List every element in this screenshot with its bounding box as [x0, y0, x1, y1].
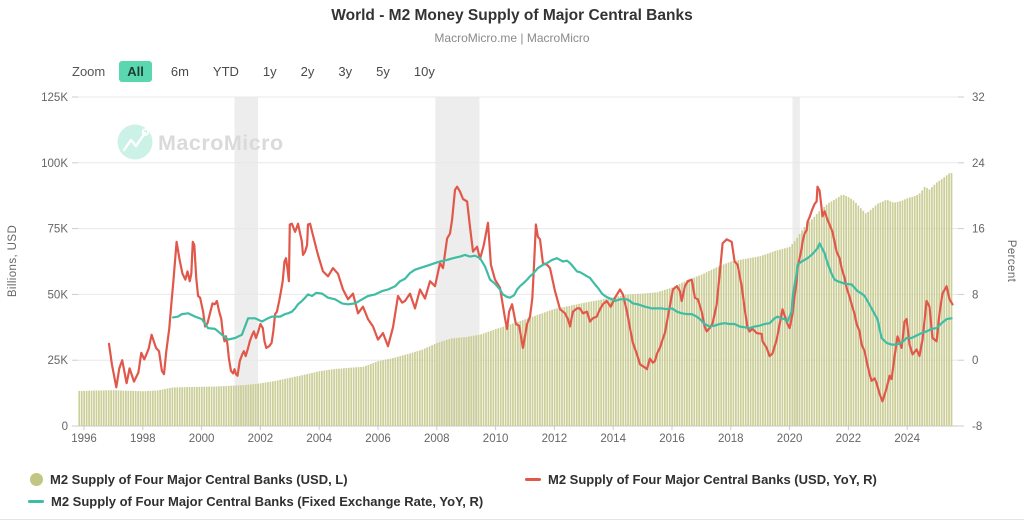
line-series-m2-usd-yoy — [107, 185, 954, 403]
svg-text:1998: 1998 — [130, 433, 156, 445]
svg-text:2012: 2012 — [542, 433, 568, 445]
svg-text:24: 24 — [972, 158, 985, 170]
svg-text:2008: 2008 — [424, 433, 450, 445]
teal-line-marker-icon — [28, 500, 44, 503]
svg-text:16: 16 — [972, 224, 985, 236]
range-button-2y[interactable]: 2y — [296, 62, 320, 81]
svg-text:125K: 125K — [41, 92, 68, 104]
svg-text:100K: 100K — [41, 158, 68, 170]
range-button-1y[interactable]: 1y — [258, 62, 282, 81]
svg-text:32: 32 — [972, 92, 985, 104]
svg-text:2002: 2002 — [248, 433, 274, 445]
svg-text:2014: 2014 — [600, 433, 626, 445]
red-line-marker-icon — [525, 478, 541, 481]
svg-text:-8: -8 — [972, 421, 982, 433]
axis-labels: 0 25K 50K 75K 100K 125K -8 0 8 16 24 32 1996 1998 2000… — [7, 92, 1017, 445]
svg-text:2016: 2016 — [659, 433, 685, 445]
line-series-m2-fixedfx-yoy — [172, 242, 953, 346]
svg-text:2020: 2020 — [777, 433, 803, 445]
watermark-text: MacroMicro — [158, 131, 284, 155]
page-title: World - M2 Money Supply of Major Central… — [331, 7, 693, 24]
legend-item-m2-usd-yoy[interactable]: M2 Supply of Four Major Central Banks (U… — [525, 472, 877, 487]
svg-text:2000: 2000 — [189, 433, 215, 445]
svg-text:0: 0 — [62, 421, 68, 433]
legend-label: M2 Supply of Four Major Central Banks (U… — [50, 472, 348, 487]
svg-text:8: 8 — [972, 289, 978, 301]
svg-text:2022: 2022 — [836, 433, 862, 445]
svg-text:1996: 1996 — [71, 433, 97, 445]
zoom-toolbar: Zoom All 6m YTD 1y 2y 3y 5y 10y — [72, 61, 440, 82]
right-axis-title: Percent — [1005, 240, 1017, 283]
chart-source-subtitle: MacroMicro.me | MacroMicro — [434, 31, 590, 45]
range-button-10y[interactable]: 10y — [409, 62, 440, 81]
svg-text:75K: 75K — [48, 224, 69, 236]
range-button-5y[interactable]: 5y — [371, 62, 395, 81]
legend-item-m2-usd-level[interactable]: M2 Supply of Four Major Central Banks (U… — [30, 472, 348, 487]
olive-circle-marker-icon — [30, 473, 43, 486]
svg-text:25K: 25K — [48, 355, 69, 367]
svg-text:50K: 50K — [48, 289, 69, 301]
left-axis-title: Billions, USD — [7, 225, 19, 297]
zoom-label: Zoom — [72, 64, 106, 79]
svg-text:2006: 2006 — [365, 433, 391, 445]
m2-chart-plot[interactable]: 0 25K 50K 75K 100K 125K -8 0 8 16 24 32 1996 1998 2000… — [0, 0, 1024, 460]
range-button-ytd[interactable]: YTD — [208, 62, 244, 81]
range-button-3y[interactable]: 3y — [333, 62, 357, 81]
legend-label: M2 Supply of Four Major Central Banks (U… — [548, 472, 877, 487]
svg-text:0: 0 — [972, 355, 978, 367]
range-button-6m[interactable]: 6m — [166, 62, 194, 81]
svg-text:2018: 2018 — [718, 433, 744, 445]
svg-text:2024: 2024 — [894, 433, 920, 445]
legend-label: M2 Supply of Four Major Central Banks (F… — [51, 494, 484, 509]
svg-text:2010: 2010 — [483, 433, 509, 445]
bars-series-m2-usd — [78, 173, 953, 426]
svg-text:2004: 2004 — [306, 433, 332, 445]
legend-item-m2-fixed-fx-yoy[interactable]: M2 Supply of Four Major Central Banks (F… — [28, 494, 483, 509]
range-button-all[interactable]: All — [119, 61, 152, 82]
macromicro-logo-icon: MacroMicro — [117, 124, 284, 160]
